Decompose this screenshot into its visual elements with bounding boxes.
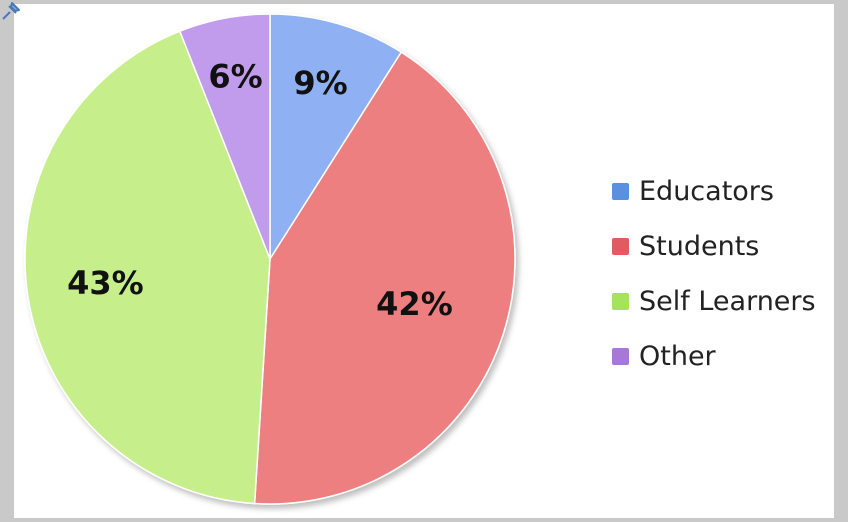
chart-frame: 9% 42% 43% 6% Educators Students Self Learn…: [14, 4, 834, 518]
legend-label-educators: Educators: [639, 176, 774, 207]
legend-label-self-learners: Self Learners: [639, 286, 816, 317]
pie-slice-other: [178, 13, 271, 260]
slice-label-other: 6%: [208, 58, 262, 96]
pie-chart: 9% 42% 43% 6%: [24, 13, 516, 505]
legend-label-other: Other: [639, 341, 716, 372]
legend: Educators Students Self Learners Other: [612, 164, 816, 384]
pie-slice-self-learners: [24, 30, 271, 505]
legend-swatch-students: [612, 238, 629, 255]
slice-label-students: 42%: [376, 285, 453, 323]
pin-icon: [2, 2, 20, 20]
legend-swatch-self-learners: [612, 293, 629, 310]
legend-item-educators: Educators: [612, 164, 816, 219]
legend-label-students: Students: [639, 231, 760, 262]
legend-item-self-learners: Self Learners: [612, 274, 816, 329]
slice-label-educators: 9%: [293, 64, 347, 102]
legend-item-other: Other: [612, 329, 816, 384]
pie-slice-educators: [269, 13, 403, 262]
legend-swatch-other: [612, 348, 629, 365]
legend-item-students: Students: [612, 219, 816, 274]
legend-swatch-educators: [612, 183, 629, 200]
pie-slice-students: [253, 51, 516, 505]
slice-label-self-learners: 43%: [67, 264, 144, 302]
